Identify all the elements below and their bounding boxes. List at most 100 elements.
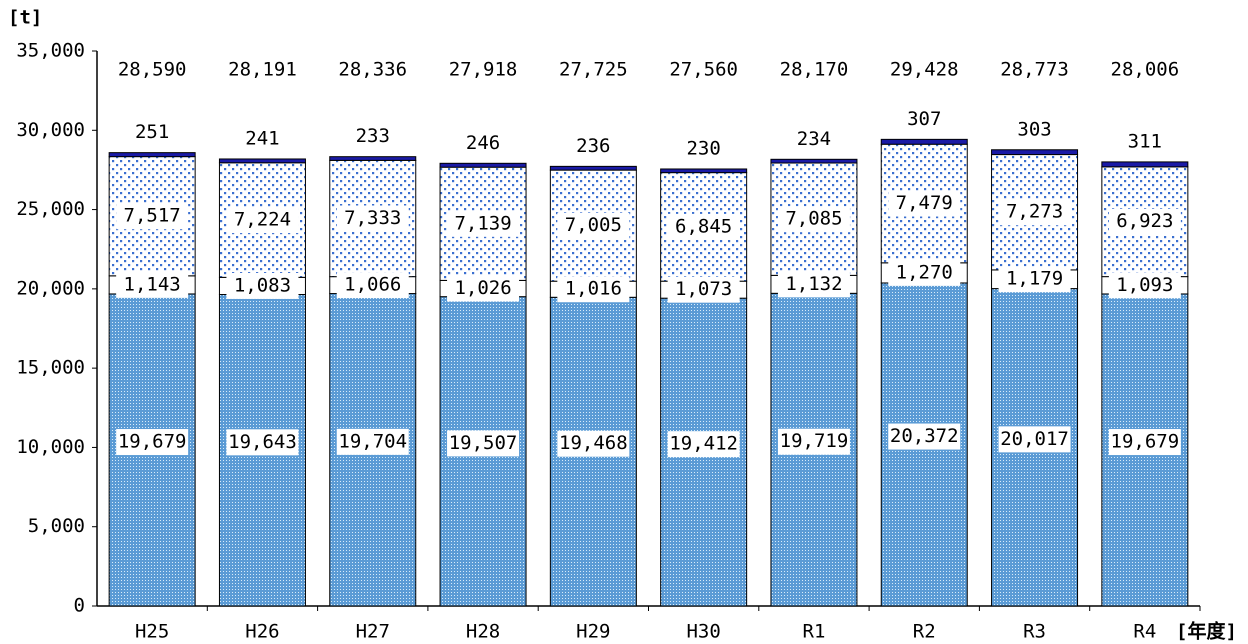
total-label: 28,336 [338,59,407,81]
y-tick-label: 5,000 [28,515,85,537]
value-label: 7,517 [124,205,181,227]
value-label: 7,005 [565,214,622,236]
label-bg [447,430,520,457]
value-label: 1,016 [565,278,622,300]
value-label: 19,468 [559,432,628,454]
total-label: 27,725 [559,59,628,81]
x-tick-label: H28 [466,621,500,643]
bar-segment [991,149,1079,156]
value-label: 19,704 [338,430,407,452]
value-label: 7,139 [454,212,511,234]
bar-segment [218,158,306,164]
y-tick-label: 15,000 [16,357,85,379]
label-bg [777,428,850,455]
value-label: 1,179 [1006,268,1063,290]
bar-segment [660,168,748,174]
y-axis-label: [t] [8,7,42,29]
label-bg [557,430,630,457]
label-bg [667,213,740,240]
value-label: 1,066 [344,274,401,296]
total-label: 29,428 [890,59,959,81]
x-tick-label: R4 [1133,621,1156,643]
bar-segment [329,156,417,161]
value-label: 246 [466,132,500,154]
value-label: 7,333 [344,207,401,229]
total-label: 28,006 [1111,59,1180,81]
value-label: 234 [797,128,831,150]
y-tick-label: 35,000 [16,40,85,62]
x-tick-label: R1 [803,621,826,643]
label-bg [888,423,961,450]
value-label: 230 [686,137,720,159]
bar-segment [439,162,527,168]
total-label: 28,773 [1000,59,1069,81]
x-tick-label: R2 [913,621,936,643]
label-bg [998,426,1071,453]
label-bg [667,431,740,458]
value-label: 19,643 [228,431,297,453]
x-tick-label: H25 [135,621,169,643]
label-bg [998,199,1071,226]
value-label: 1,073 [675,278,732,300]
value-label: 20,017 [1000,428,1069,450]
label-bg [667,276,740,303]
value-label: 6,845 [675,215,732,237]
value-label: 19,719 [780,430,849,452]
value-label: 1,270 [896,261,953,283]
value-label: 311 [1128,130,1162,152]
x-tick-label: H27 [356,621,390,643]
label-bg [336,428,409,455]
total-label: 28,170 [780,59,849,81]
label-bg [336,272,409,299]
label-bg [998,266,1071,293]
label-bg [888,190,961,217]
value-label: 1,093 [1116,274,1173,296]
bar-segment [770,158,858,164]
y-tick-label: 0 [74,595,85,617]
bar-segment [880,138,968,145]
label-bg [1108,429,1181,456]
value-label: 1,132 [785,273,842,295]
value-label: 7,085 [785,208,842,230]
x-tick-label: H26 [245,621,279,643]
bar-segment [1101,161,1189,168]
label-bg [1108,208,1181,235]
value-label: 1,143 [124,273,181,295]
total-label: 28,191 [228,59,297,81]
value-label: 233 [356,125,390,147]
value-label: 251 [135,121,169,143]
total-label: 27,560 [669,59,738,81]
label-bg [557,212,630,239]
total-label: 27,918 [449,59,518,81]
label-bg [226,429,299,456]
value-label: 19,507 [449,432,518,454]
value-label: 303 [1017,118,1051,140]
y-tick-label: 20,000 [16,277,85,299]
bar-segment [549,165,637,171]
value-label: 1,083 [234,274,291,296]
bar-segment [108,152,196,158]
label-bg [447,275,520,302]
label-bg [226,207,299,234]
value-label: 241 [245,127,279,149]
label-bg [336,205,409,232]
label-bg [1108,272,1181,299]
label-bg [777,271,850,298]
value-label: 7,224 [234,209,291,231]
value-label: 1,026 [454,277,511,299]
label-bg [888,259,961,286]
y-tick-label: 10,000 [16,436,85,458]
label-bg [116,271,189,298]
label-bg [116,203,189,230]
x-axis-label: [年度] [1176,620,1237,643]
value-label: 7,273 [1006,201,1063,223]
value-label: 20,372 [890,425,959,447]
label-bg [777,206,850,233]
y-tick-label: 30,000 [16,119,85,141]
value-label: 236 [576,135,610,157]
x-tick-label: R3 [1023,621,1046,643]
label-bg [116,429,189,456]
value-label: 307 [907,108,941,130]
label-bg [557,276,630,303]
